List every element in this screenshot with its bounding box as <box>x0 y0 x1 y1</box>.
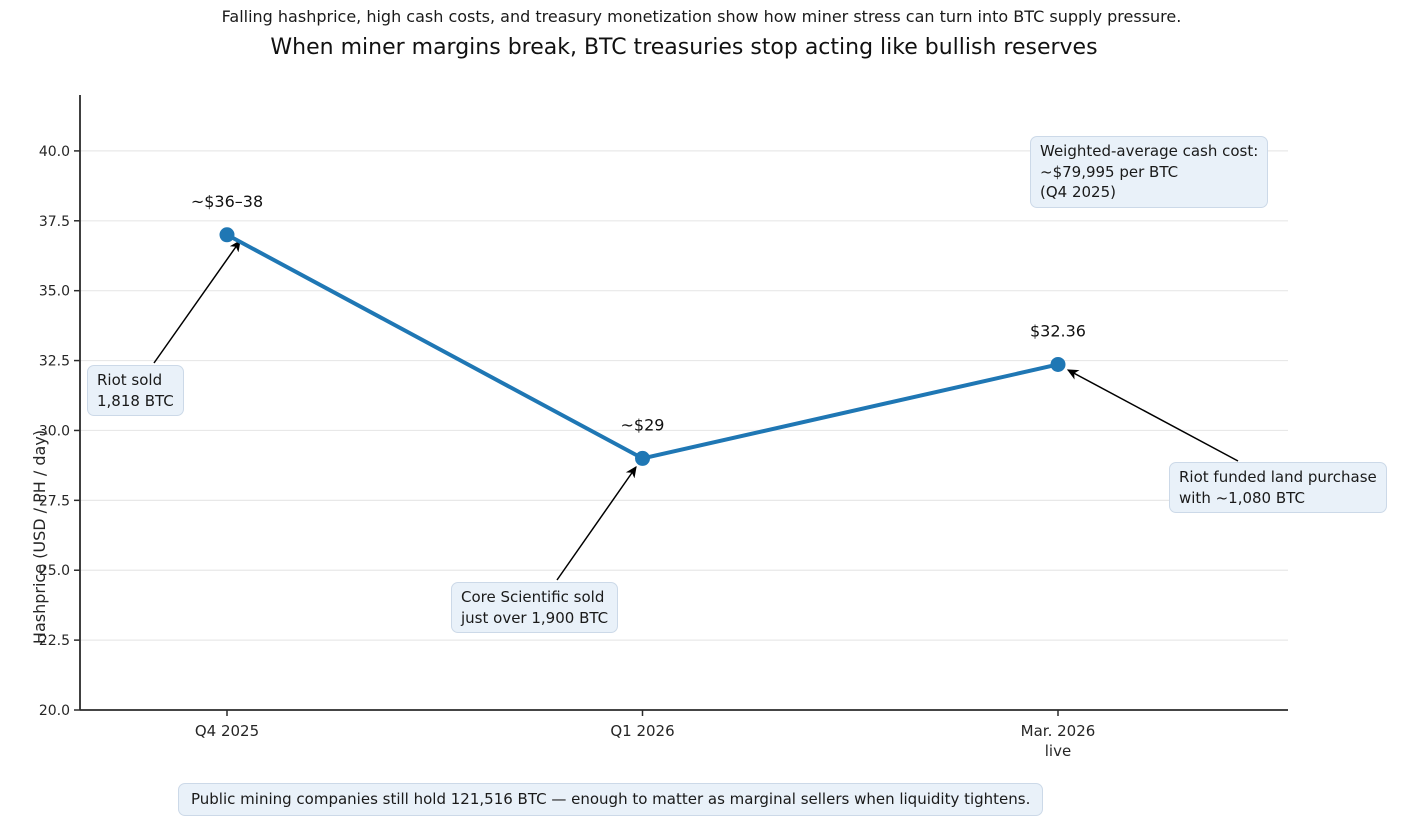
annotation-arrow-1 <box>556 466 637 581</box>
annotation-core-scientific-sale: Core Scientific sold just over 1,900 BTC <box>451 582 619 634</box>
annotation-weighted-cash-cost: Weighted-average cash cost: ~$79,995 per… <box>1030 136 1269 209</box>
y-tick-label-27.5: 27.5 <box>39 493 70 509</box>
data-point-mar-2026 <box>1050 356 1066 372</box>
y-tick-label-32.5: 32.5 <box>39 354 70 370</box>
y-tick-label-37.5: 37.5 <box>39 214 70 230</box>
y-tick-label-30.0: 30.0 <box>39 423 70 439</box>
point-label-1: ~$29 <box>621 415 665 434</box>
figure-supertitle: Falling hashprice, high cash costs, and … <box>221 7 1182 26</box>
x-tick-label-1: Q1 2026 <box>610 722 674 740</box>
y-tick-label-22.5: 22.5 <box>39 633 70 649</box>
footnote-miner-holdings: Public mining companies still hold 121,5… <box>178 783 1044 816</box>
axes: 20.0 22.5 25.0 27.5 30.0 32.5 35.0 37.5 40.0 Q4 2… <box>39 95 1288 760</box>
point-label-0: ~$36–38 <box>191 192 263 211</box>
x-tick-label-0: Q4 2025 <box>195 722 259 740</box>
annotation-arrows <box>153 240 1239 581</box>
y-tick-label-35.0: 35.0 <box>39 284 70 300</box>
y-tick-label-40.0: 40.0 <box>39 144 70 160</box>
chart-title: When miner margins break, BTC treasuries… <box>270 35 1098 60</box>
annotation-arrow-0 <box>153 240 241 364</box>
x-tick-label-2: Mar. 2026 <box>1021 722 1096 740</box>
annotation-arrow-2 <box>1066 369 1239 462</box>
data-point-q4-2025 <box>219 227 235 243</box>
annotation-riot-sold: Riot sold 1,818 BTC <box>87 365 184 417</box>
x-tick-sublabel-2: live <box>1045 742 1071 760</box>
hashprice-series <box>219 227 1066 466</box>
point-label-2: $32.36 <box>1030 321 1086 340</box>
annotation-riot-land-purchase: Riot funded land purchase with ~1,080 BT… <box>1169 462 1387 514</box>
y-tick-label-20.0: 20.0 <box>39 703 70 719</box>
y-tick-label-25.0: 25.0 <box>39 563 70 579</box>
data-point-q1-2026 <box>635 450 650 466</box>
point-value-labels: ~$36–38 ~$29 $32.36 <box>191 192 1086 435</box>
gridlines <box>81 150 1288 711</box>
